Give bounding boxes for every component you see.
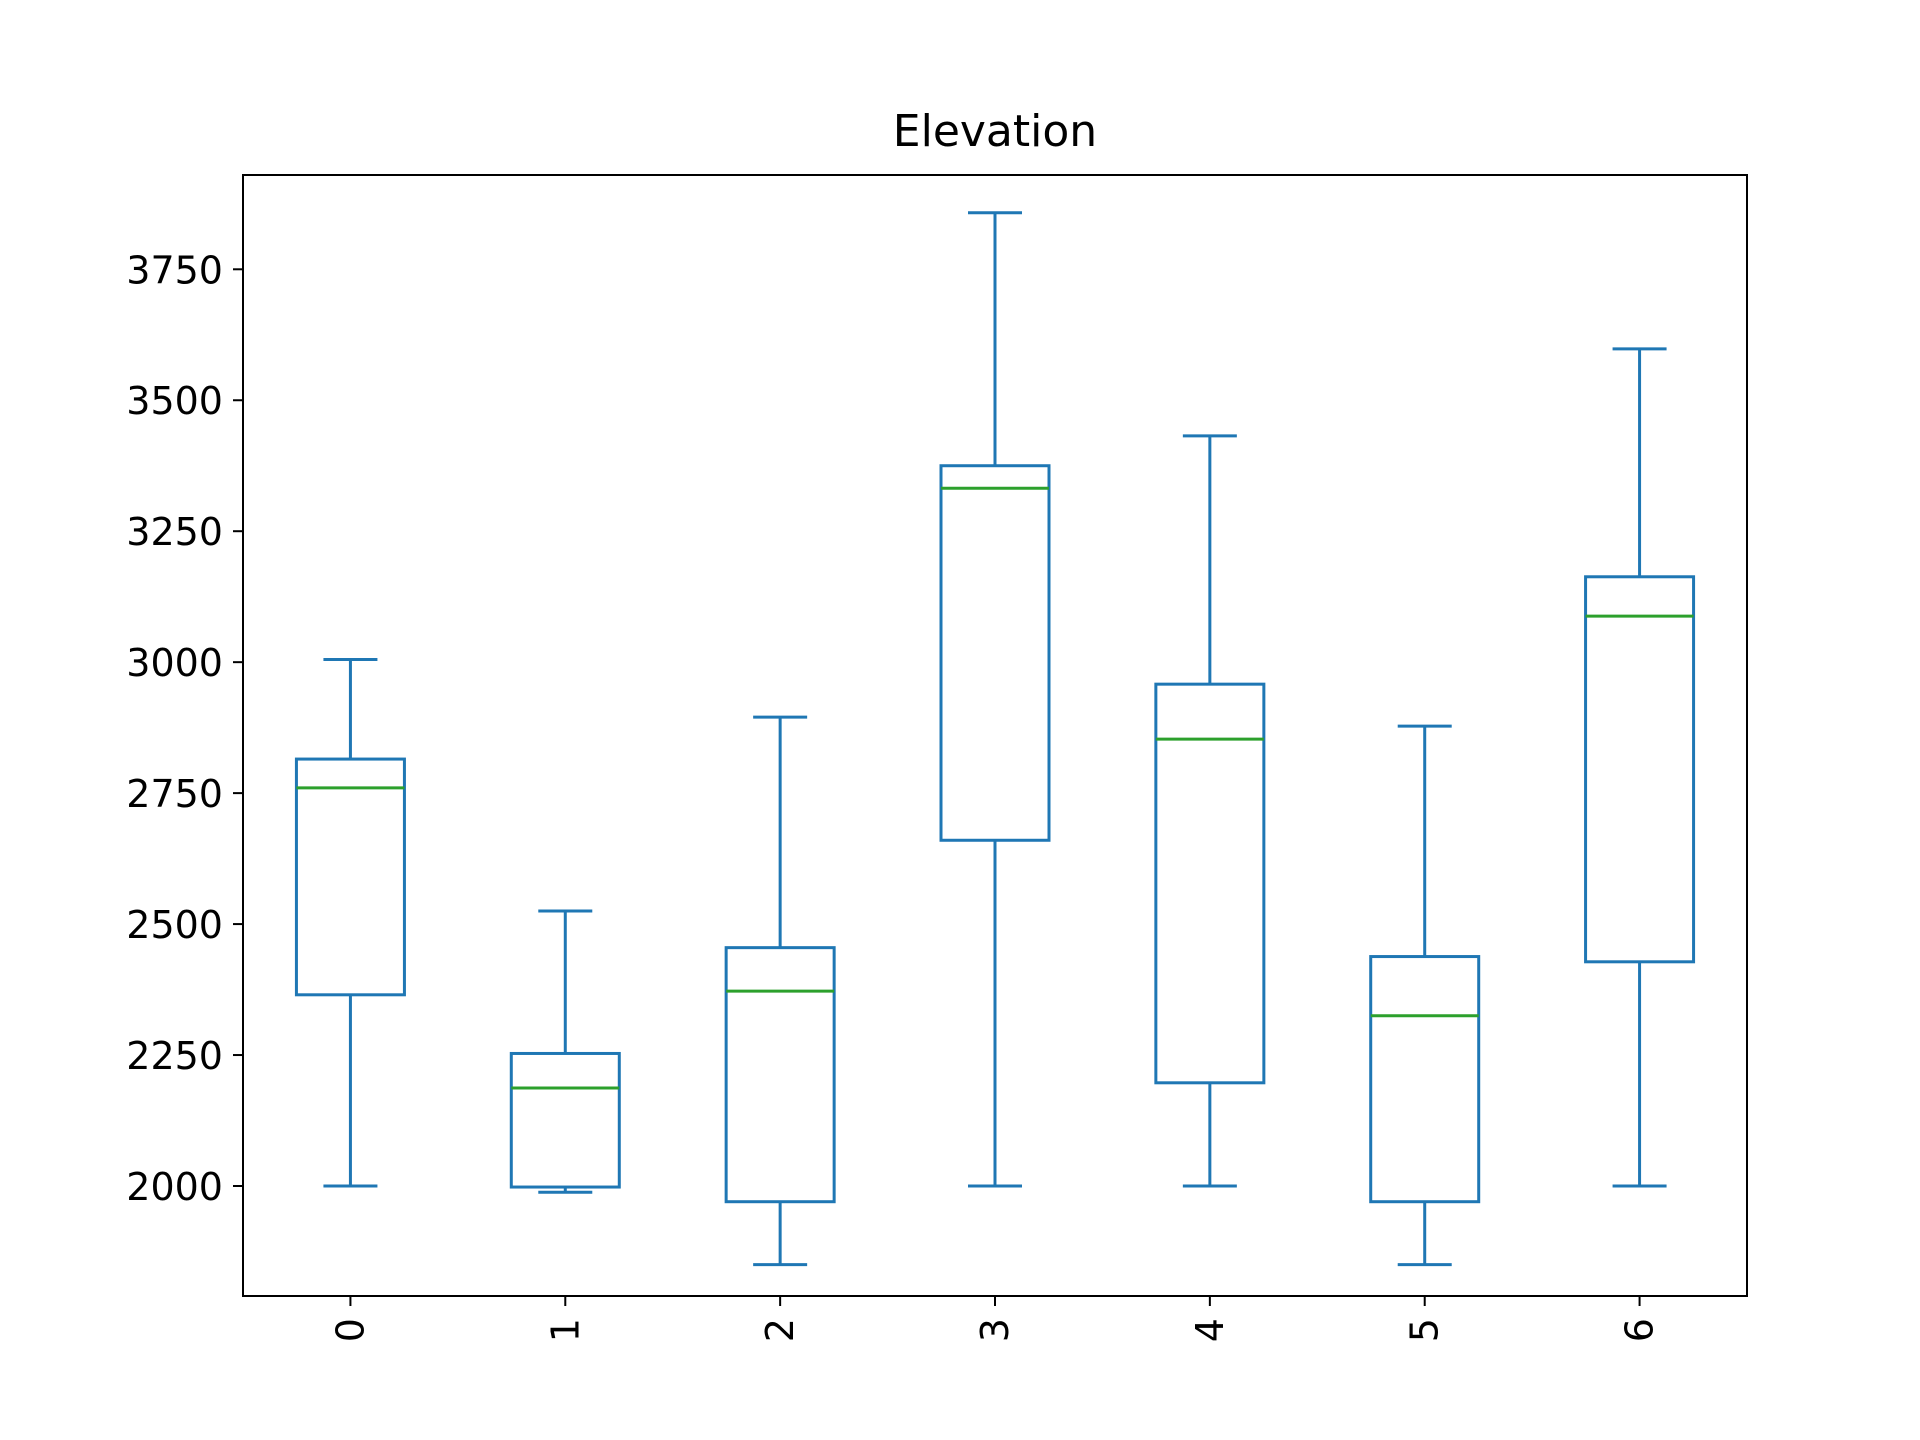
y-tick-label: 2000 [126, 1165, 223, 1209]
box-body [509, 1051, 621, 1189]
y-tick-label: 3000 [126, 641, 223, 685]
box-group-5 [1369, 724, 1481, 1267]
box-group-4 [1154, 434, 1266, 1188]
y-tick-label: 2750 [126, 772, 223, 816]
box-body [1584, 575, 1696, 964]
box-body [1154, 682, 1266, 1085]
y-tick-label: 2500 [126, 903, 223, 947]
x-tick-label: 5 [1403, 1318, 1447, 1342]
box-group-3 [939, 211, 1051, 1188]
x-tick-label: 0 [328, 1318, 372, 1342]
y-tick-label: 3250 [126, 510, 223, 554]
y-tick-label: 2250 [126, 1034, 223, 1078]
box-group-1 [509, 909, 621, 1194]
box-body [724, 946, 836, 1204]
x-tick-label: 2 [758, 1318, 802, 1342]
box-group-0 [294, 658, 406, 1188]
x-tick-label: 3 [973, 1318, 1017, 1342]
chart-title: Elevation [893, 106, 1097, 157]
x-tick-label: 1 [543, 1318, 587, 1342]
y-tick-label: 3500 [126, 379, 223, 423]
x-tick-label: 6 [1618, 1318, 1662, 1342]
box-body [939, 464, 1051, 842]
x-tick-label: 4 [1188, 1318, 1232, 1342]
boxes-layer [294, 211, 1696, 1267]
y-tick-label: 3750 [126, 248, 223, 292]
axes-layer: 2000 2250 2500 2750 3000 3250 3500 3750 0 1 2 3 4 5 6 [126, 174, 1748, 1342]
box-group-2 [724, 715, 836, 1267]
box-group-6 [1584, 347, 1696, 1188]
box-body [1369, 955, 1481, 1204]
box-body [294, 757, 406, 997]
